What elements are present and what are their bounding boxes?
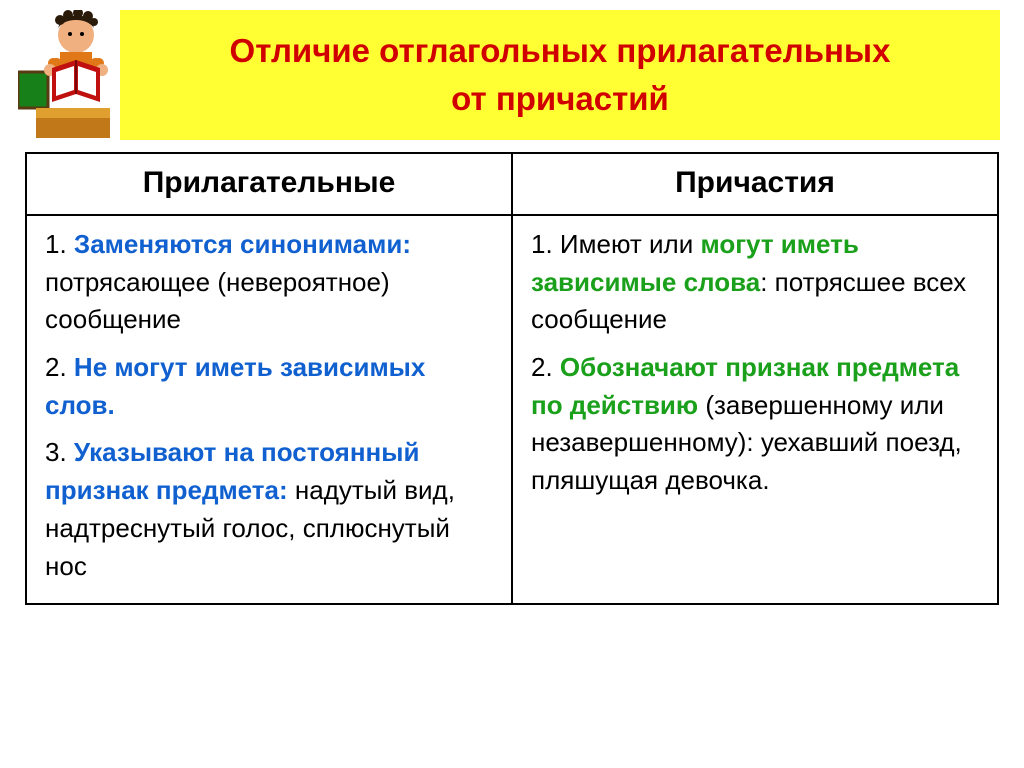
header-adjectives: Прилагательные — [26, 153, 512, 215]
title-line-2: от причастий — [451, 80, 669, 118]
cell-adjectives: 1. Заменяются синонимами: потрясающее (н… — [26, 215, 512, 604]
cell-participles: 1. Имеют или могут иметь зависимые слова… — [512, 215, 998, 604]
part-point-2: 2. Обозначают признак предмета по действ… — [531, 349, 979, 500]
reader-icon — [18, 10, 113, 140]
adj-point-2: 2. Не могут иметь зависимых слов. — [45, 349, 493, 424]
title-line-1: Отличие отглагольных прилагательных — [230, 32, 891, 70]
adj-point-3: 3. Указывают на постоянный признак предм… — [45, 434, 493, 585]
header-participles: Причастия — [512, 153, 998, 215]
part-point-1: 1. Имеют или могут иметь зависимые слова… — [531, 226, 979, 339]
adj-point-1: 1. Заменяются синонимами: потрясающее (н… — [45, 226, 493, 339]
title-banner: Отличие отглагольных прилагательных от п… — [120, 10, 1000, 140]
comparison-table: Прилагательные Причастия 1. Заменяются с… — [25, 152, 999, 605]
